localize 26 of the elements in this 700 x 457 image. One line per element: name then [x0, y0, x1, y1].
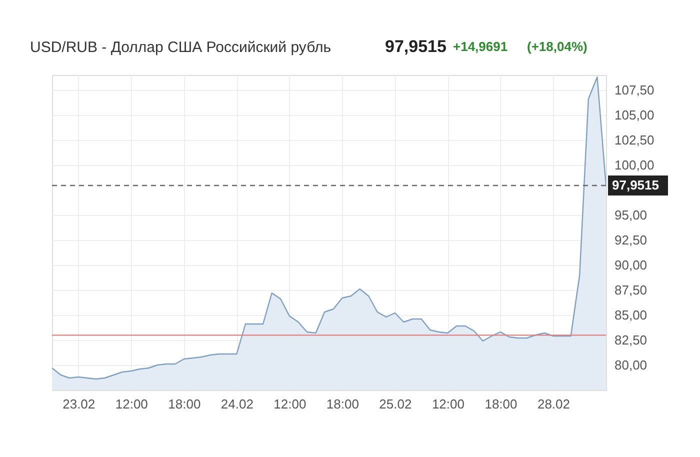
x-tick-label: 12:00: [432, 396, 464, 412]
text: (+18,04%): [527, 39, 588, 54]
y-tick-label: 80,00: [614, 358, 648, 372]
y-tick-label: 85,00: [614, 308, 648, 322]
y-tick-label: 105,00: [614, 108, 654, 122]
x-tick-label: 12:00: [274, 396, 306, 412]
x-tick-label: 12:00: [115, 396, 148, 412]
x-tick-label: 18:00: [326, 396, 359, 412]
x-tick-label: 25.02: [379, 396, 412, 412]
text: +14,9691: [453, 39, 508, 54]
x-tick-label: 18:00: [484, 396, 518, 412]
y-tick-label: 90,00: [614, 258, 648, 272]
y-tick-label: 102,50: [614, 132, 654, 148]
chart-title: USD/RUB - Доллар США Российский рубль: [30, 39, 332, 56]
y-tick-label: 87,50: [614, 282, 648, 298]
y-tick-label: 100,00: [614, 158, 654, 172]
x-tick-label: 18:00: [168, 396, 201, 412]
x-tick-label: 24.02: [220, 396, 254, 412]
y-tick-label: 92,50: [614, 232, 648, 248]
text: 97,9515: [385, 37, 446, 56]
y-tick-label: 82,50: [614, 332, 648, 348]
ref-line-label: 97,9515: [612, 177, 659, 192]
x-tick-label: 28.02: [537, 396, 570, 412]
y-tick-label: 107,50: [614, 82, 654, 98]
x-tick-label: 23.02: [62, 396, 96, 412]
y-tick-label: 95,00: [614, 208, 648, 222]
